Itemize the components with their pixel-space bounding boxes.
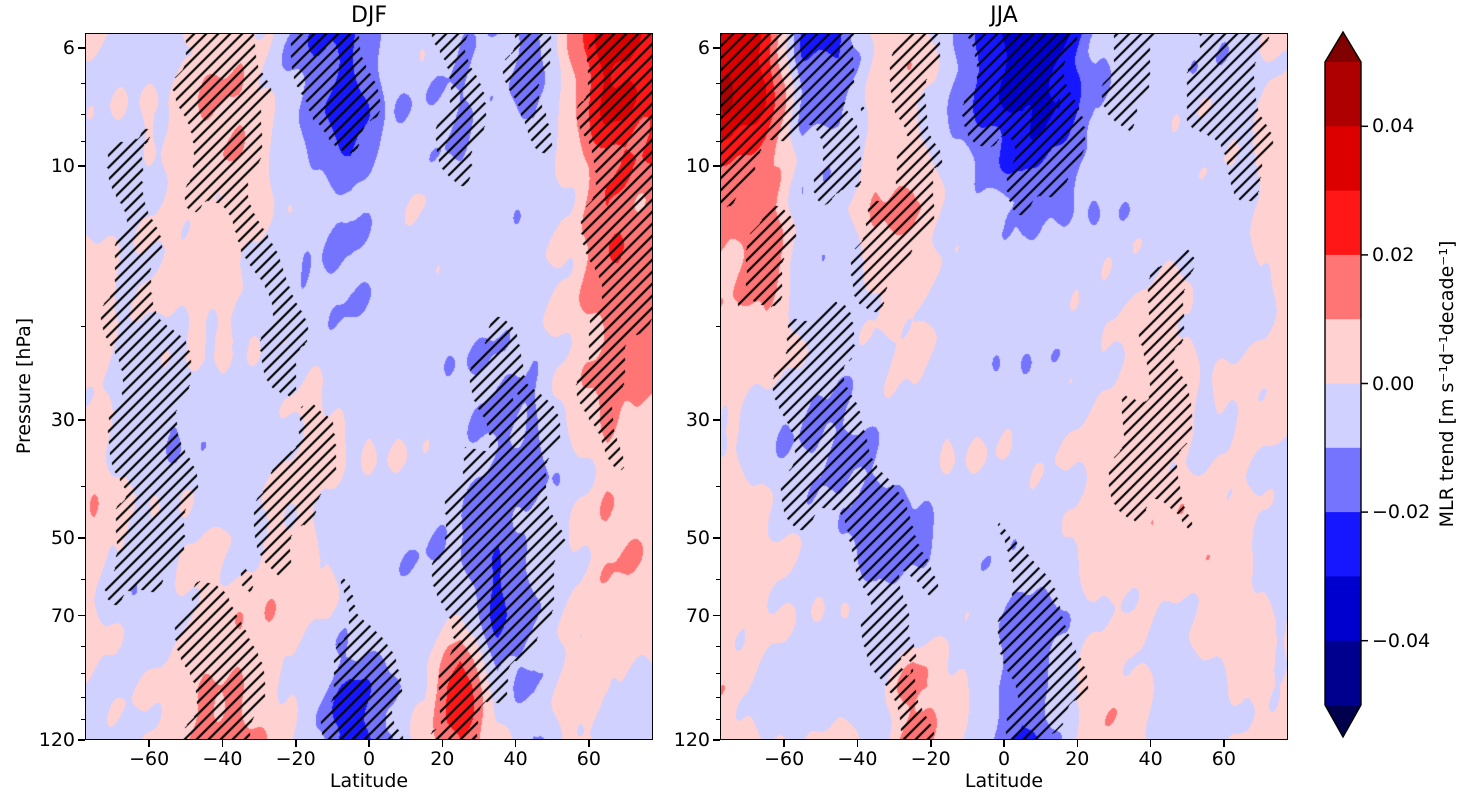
y-tick-label: 120 bbox=[38, 729, 75, 751]
colorbar-tick-label: −0.04 bbox=[1372, 629, 1431, 652]
y-minor-tick bbox=[715, 83, 720, 85]
y-tick bbox=[713, 739, 720, 741]
x-tick bbox=[1003, 740, 1005, 747]
y-tick bbox=[78, 614, 85, 617]
x-tick-label: 60 bbox=[1211, 748, 1236, 770]
y-tick bbox=[713, 614, 720, 617]
y-tick-label: 6 bbox=[697, 37, 710, 60]
y-minor-tick bbox=[80, 485, 85, 487]
y-minor-tick bbox=[715, 579, 720, 581]
x-tick bbox=[221, 740, 224, 747]
panel-title-jja: JJA bbox=[990, 3, 1018, 28]
colorbar-band bbox=[1325, 62, 1361, 127]
x-tick-label: −60 bbox=[764, 748, 805, 770]
y-tick-label: 120 bbox=[673, 729, 710, 751]
colorbar-band bbox=[1325, 319, 1361, 384]
x-tick-label: 0 bbox=[997, 748, 1011, 770]
x-tick-label: −40 bbox=[202, 748, 243, 770]
colorbar-band bbox=[1325, 383, 1361, 449]
y-minor-tick bbox=[715, 697, 720, 699]
colorbar-band bbox=[1325, 254, 1361, 320]
x-tick bbox=[930, 740, 932, 747]
y-tick-label: 10 bbox=[685, 155, 710, 178]
colorbar-tick-label: 0.02 bbox=[1372, 243, 1415, 266]
y-tick bbox=[78, 47, 85, 49]
y-tick-label: 30 bbox=[685, 408, 710, 431]
x-tick bbox=[368, 740, 370, 747]
y-minor-tick bbox=[80, 325, 85, 327]
colorbar-band bbox=[1325, 512, 1361, 577]
colorbar-tick-label: −0.02 bbox=[1372, 501, 1431, 524]
x-tick bbox=[856, 740, 859, 747]
x-tick bbox=[1076, 740, 1079, 747]
y-minor-tick bbox=[80, 697, 85, 699]
x-tick bbox=[588, 740, 590, 747]
x-tick bbox=[1149, 740, 1152, 747]
y-tick bbox=[78, 537, 85, 539]
y-tick bbox=[713, 165, 720, 167]
y-tick bbox=[78, 739, 85, 741]
x-tick bbox=[514, 740, 517, 747]
y-tick bbox=[713, 47, 720, 49]
x-tick-label: −60 bbox=[129, 748, 170, 770]
colorbar-band bbox=[1325, 447, 1361, 513]
x-tick-label: 20 bbox=[1065, 748, 1090, 770]
colorbar-band bbox=[1325, 190, 1361, 256]
y-tick-label: 50 bbox=[50, 526, 75, 549]
colorbar-tick-label: 0.04 bbox=[1372, 115, 1415, 138]
x-tick bbox=[783, 740, 785, 747]
colorbar-tick-label: 0.00 bbox=[1372, 372, 1415, 395]
y-tick bbox=[78, 419, 85, 421]
y-minor-tick bbox=[715, 672, 720, 675]
y-tick-label: 6 bbox=[62, 37, 75, 60]
x-tick-label: 40 bbox=[503, 748, 528, 770]
y-minor-tick bbox=[80, 672, 85, 675]
y-tick bbox=[713, 419, 720, 421]
panel-title-djf: DJF bbox=[350, 3, 388, 28]
y-minor-tick bbox=[80, 141, 85, 143]
colorbar-svg bbox=[1324, 30, 1368, 739]
x-tick bbox=[1223, 740, 1225, 747]
x-tick-label: 60 bbox=[576, 748, 601, 770]
y-minor-tick bbox=[80, 113, 85, 116]
colorbar-band bbox=[1325, 640, 1361, 706]
y-tick-label: 50 bbox=[685, 526, 710, 549]
x-tick-label: −20 bbox=[910, 748, 951, 770]
colorbar bbox=[1324, 30, 1376, 742]
y-minor-tick bbox=[80, 645, 85, 647]
y-tick-label: 10 bbox=[50, 155, 75, 178]
x-axis-label-djf: Latitude bbox=[329, 770, 409, 792]
y-tick-label: 30 bbox=[50, 408, 75, 431]
contour-field-djf bbox=[85, 33, 653, 740]
y-tick bbox=[713, 537, 720, 539]
x-tick-label: 40 bbox=[1138, 748, 1163, 770]
y-minor-tick bbox=[715, 141, 720, 143]
contour-field-jja bbox=[720, 33, 1288, 740]
colorbar-band bbox=[1325, 126, 1361, 192]
y-minor-tick bbox=[715, 719, 720, 721]
x-axis-label-jja: Latitude bbox=[964, 770, 1044, 792]
y-minor-tick bbox=[715, 485, 720, 487]
x-tick bbox=[148, 740, 150, 747]
y-minor-tick bbox=[80, 579, 85, 581]
y-tick-label: 70 bbox=[50, 604, 75, 627]
y-minor-tick bbox=[715, 645, 720, 647]
x-tick-label: −40 bbox=[837, 748, 878, 770]
x-tick bbox=[441, 740, 444, 747]
y-minor-tick bbox=[715, 113, 720, 116]
y-tick bbox=[78, 165, 85, 167]
y-minor-tick bbox=[80, 719, 85, 721]
colorbar-band bbox=[1325, 576, 1361, 642]
y-minor-tick bbox=[715, 325, 720, 327]
x-tick bbox=[295, 740, 297, 747]
x-tick-label: 0 bbox=[362, 748, 376, 770]
y-axis-label: Pressure [hPa] bbox=[13, 317, 35, 455]
x-tick-label: 20 bbox=[430, 748, 455, 770]
x-tick-label: −20 bbox=[275, 748, 316, 770]
y-minor-tick bbox=[80, 83, 85, 85]
y-tick-label: 70 bbox=[685, 604, 710, 627]
